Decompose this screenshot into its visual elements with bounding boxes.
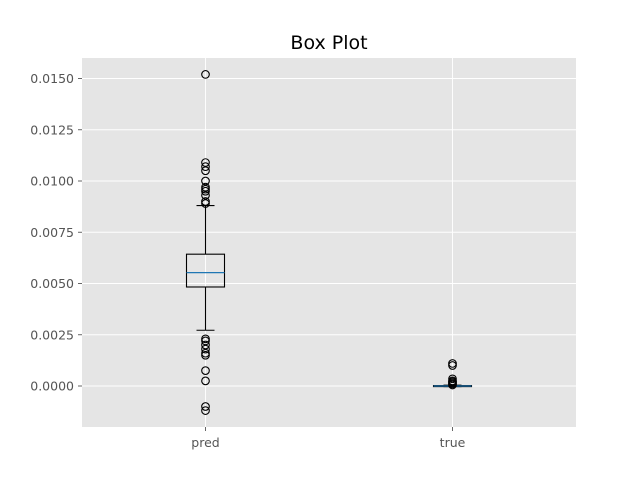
outlier-point bbox=[201, 186, 210, 196]
outlier-point bbox=[201, 162, 210, 171]
outlier-point bbox=[201, 340, 210, 350]
outlier-point bbox=[201, 376, 210, 386]
y-tick-label: 0.0000 bbox=[30, 379, 74, 394]
iqr-box bbox=[185, 253, 226, 288]
outlier-point bbox=[448, 361, 457, 370]
outlier-point bbox=[201, 336, 210, 346]
y-tick-label: 0.0100 bbox=[30, 174, 74, 189]
outlier-point bbox=[201, 166, 210, 176]
y-axis-ticks: 0.0000 0.0025 0.0050 0.0075 0.0100 0.0125 0.01… bbox=[30, 71, 82, 394]
x-tick-label: pred bbox=[191, 435, 219, 450]
outlier-point bbox=[201, 158, 210, 167]
y-tick-label: 0.0025 bbox=[30, 327, 74, 342]
grid-lines bbox=[82, 58, 576, 427]
outlier-point bbox=[201, 366, 210, 375]
box-true bbox=[432, 359, 473, 390]
x-tick-label: true bbox=[440, 435, 466, 450]
boxes bbox=[185, 70, 473, 415]
y-tick-label: 0.0125 bbox=[30, 122, 74, 137]
outlier-point bbox=[201, 344, 210, 354]
outlier-point bbox=[201, 176, 210, 186]
outlier-point bbox=[201, 199, 210, 208]
outlier-point bbox=[448, 380, 457, 390]
outlier-point bbox=[201, 70, 210, 79]
chart-title: Box Plot bbox=[290, 32, 367, 54]
outlier-point bbox=[201, 406, 210, 415]
outlier-point bbox=[201, 191, 210, 200]
x-axis-ticks: pred true bbox=[191, 427, 466, 450]
outlier-point bbox=[201, 350, 210, 360]
box-pred bbox=[185, 70, 226, 415]
y-tick-label: 0.0050 bbox=[30, 276, 74, 291]
plot-panel bbox=[82, 58, 576, 427]
y-tick-label: 0.0150 bbox=[30, 71, 74, 86]
y-tick-label: 0.0075 bbox=[30, 225, 74, 240]
outlier-point bbox=[201, 402, 210, 411]
